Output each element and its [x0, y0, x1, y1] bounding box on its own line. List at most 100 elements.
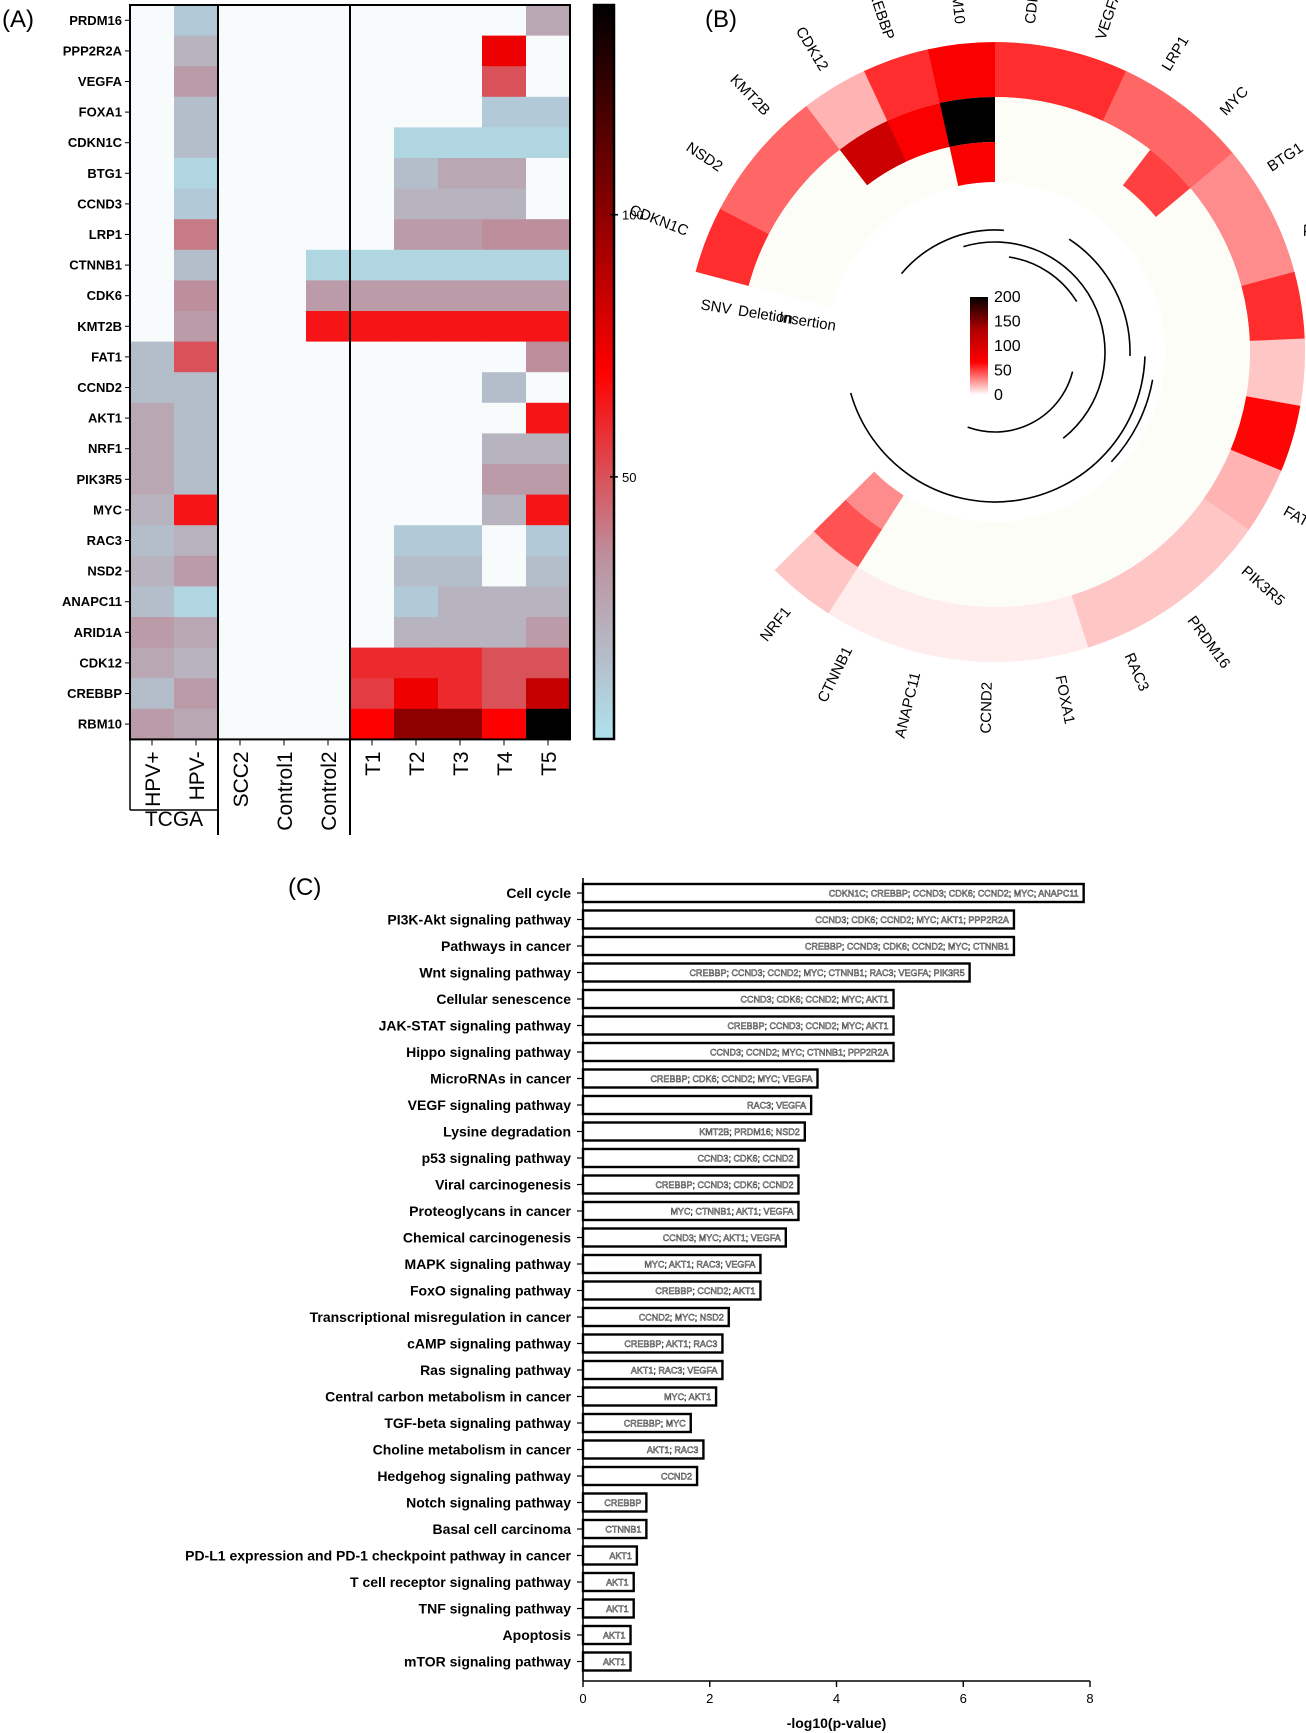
- heatmap-cell-crebbp-scc2: [218, 678, 263, 710]
- heatmap-cell-rac3-hpv: [130, 525, 175, 557]
- ring-cell-deletion-vegfa: [1040, 103, 1104, 163]
- ring-cell-snv-crebbp: [863, 49, 942, 121]
- heatmap-cell-nsd2-control1: [262, 555, 307, 587]
- ring-cell-insertion-rac3: [1045, 499, 1100, 553]
- col-label-t3: T3: [450, 751, 473, 776]
- x-tick-label: 2: [706, 1691, 713, 1706]
- heatmap-cell-myc-scc2: [218, 494, 263, 526]
- heatmap-cell-rac3-scc2: [218, 525, 263, 557]
- heatmap-cell-btg1-hpv: [174, 158, 219, 190]
- bar-label-tnf-signaling-pathway: AKT1: [606, 1604, 629, 1614]
- heatmap-cell-nrf1-scc2: [218, 433, 263, 465]
- heatmap-cell-lrp1-t4: [482, 219, 527, 251]
- heatmap-cell-cdk12-t4: [482, 647, 527, 679]
- ring-cell-snv-lrp1: [1102, 71, 1186, 151]
- heatmap-cell-kmt2b-hpv: [130, 311, 175, 343]
- heatmap-cell-cdk12-t2: [394, 647, 439, 679]
- heatmap-cell-kmt2b-t3: [438, 311, 483, 343]
- heatmap-cell-myc-t1: [350, 494, 395, 526]
- heatmap-cell-cdk6-t5: [526, 280, 571, 312]
- circular-heatmap-legend: 200 150 100 50 0: [970, 289, 1021, 404]
- bar-label-chemical-carcinogenesis: CCND3; MYC; AKT1; VEGFA: [663, 1233, 781, 1243]
- heatmap-cell-arid1a-hpv: [174, 617, 219, 649]
- heatmap-cell-crebbp-t1: [350, 678, 395, 710]
- heatmap-cell-foxa1-t1: [350, 96, 395, 128]
- gene-label-fat1: FAT1: [1280, 503, 1306, 535]
- bar-category-cell-cycle: Cell cycle: [506, 885, 571, 901]
- heatmap-cell-ccnd3-control1: [262, 188, 307, 220]
- ring-cell-snv-ppp2r2a: [1241, 271, 1305, 343]
- bar-label-wnt-signaling-pathway: CREBBP; CCND3; CCND2; MYC; CTNNB1; RAC3;…: [690, 968, 965, 978]
- heatmap-cell-crebbp-t3: [438, 678, 483, 710]
- heatmap-cell-kmt2b-t4: [482, 311, 527, 343]
- bar-category-p53-signaling-pathway: p53 signaling pathway: [422, 1150, 572, 1166]
- row-label-crebbp: CREBBP: [67, 686, 122, 701]
- gene-label-pik3r5: PIK3R5: [1238, 563, 1288, 610]
- heatmap-cell-nsd2-t5: [526, 555, 571, 587]
- gene-label-myc: MYC: [1217, 83, 1252, 119]
- heatmap-cell-foxa1-hpv: [174, 96, 219, 128]
- bar-category-micrornas-in-cancer: MicroRNAs in cancer: [430, 1071, 571, 1087]
- row-label-lrp1: LRP1: [89, 227, 122, 242]
- gene-label-anapc11: ANAPC11: [892, 670, 925, 739]
- ring-cell-deletion-akt1: [1181, 234, 1242, 299]
- ring-cell-insertion-cdk6: [995, 142, 1042, 187]
- heatmap-cell-lrp1-t3: [438, 219, 483, 251]
- heatmap-cell-nrf1-t4: [482, 433, 527, 465]
- bar-category-mtor-signaling-pathway: mTOR signaling pathway: [404, 1654, 571, 1670]
- heatmap-cell-nrf1-hpv: [174, 433, 219, 465]
- bar-label-cell-cycle: CDKN1C; CREBBP; CCND3; CDK6; CCND2; MYC;…: [829, 889, 1079, 899]
- heatmap-cell-prdm16-t4: [482, 5, 527, 37]
- heatmap-cell-cdkn1c-control2: [306, 127, 351, 159]
- ring-cell-insertion-nrf1: [845, 471, 904, 530]
- heatmap-cell-btg1-t1: [350, 158, 395, 190]
- heatmap-cell-ccnd3-hpv: [174, 188, 219, 220]
- heatmap-cell-nsd2-hpv: [130, 555, 175, 587]
- dendrogram-branch: [967, 371, 1074, 433]
- heatmap-cell-arid1a-t3: [438, 617, 483, 649]
- heatmap-cell-foxa1-control1: [262, 96, 307, 128]
- heatmap-cell-rac3-t4: [482, 525, 527, 557]
- heatmap-cell-arid1a-t1: [350, 617, 395, 649]
- heatmap-cell-rac3-t2: [394, 525, 439, 557]
- dendrogram-branch: [849, 356, 1146, 503]
- heatmap-cell-rac3-t3: [438, 525, 483, 557]
- heatmap-cell-cdkn1c-t1: [350, 127, 395, 159]
- heatmap-cell-pik3r5-hpv: [174, 464, 219, 496]
- ring-cell-insertion-prdm16: [1079, 477, 1137, 535]
- heatmap-cell-rac3-t5: [526, 525, 571, 557]
- row-label-akt1: AKT1: [88, 411, 122, 426]
- heatmap-cell-cdk6-control2: [306, 280, 351, 312]
- heatmap-cell-kmt2b-t2: [394, 311, 439, 343]
- heatmap-cell-cdk12-hpv: [174, 647, 219, 679]
- bar-category-lysine-degradation: Lysine degradation: [443, 1124, 571, 1140]
- heatmap-cell-ccnd3-t2: [394, 188, 439, 220]
- ring-cell-deletion-kmt2b: [799, 148, 869, 218]
- heatmap-cell-pik3r5-control2: [306, 464, 351, 496]
- heatmap-cell-akt1-control1: [262, 402, 307, 434]
- row-label-ctnnb1: CTNNB1: [69, 258, 122, 273]
- panel-label-c: (C): [288, 874, 321, 901]
- ring-cell-snv-cdk6: [995, 42, 1064, 104]
- heatmap-cell-ccnd3-t3: [438, 188, 483, 220]
- col-label-control1: Control1: [274, 751, 297, 830]
- heatmap-cell-prdm16-hpv: [130, 5, 175, 37]
- heatmap-cell-foxa1-t3: [438, 96, 483, 128]
- heatmap-cell-fat1-t4: [482, 341, 527, 373]
- heatmap-cell-fat1-hpv: [130, 341, 175, 373]
- heatmap-cell-ppp2r2a-t1: [350, 35, 395, 67]
- row-label-anapc11: ANAPC11: [62, 594, 122, 609]
- heatmap-cell-pik3r5-t2: [394, 464, 439, 496]
- heatmap-cell-vegfa-hpv: [174, 66, 219, 98]
- ring-cell-insertion-btg1: [1125, 217, 1182, 275]
- ring-cell-snv-kmt2b: [757, 105, 841, 189]
- bar-category-chemical-carcinogenesis: Chemical carcinogenesis: [403, 1230, 571, 1246]
- heatmap-cell-ccnd3-control2: [306, 188, 351, 220]
- ring-cell-deletion-ppp2r2a: [1197, 286, 1250, 344]
- heatmap-cell-cdkn1c-scc2: [218, 127, 263, 159]
- bar-category-jak-stat-signaling-pathway: JAK-STAT signaling pathway: [379, 1018, 572, 1034]
- row-label-rbm10: RBM10: [78, 717, 122, 732]
- heatmap-cell-ccnd2-t3: [438, 372, 483, 404]
- ring-cell-insertion-cdk12: [867, 161, 924, 218]
